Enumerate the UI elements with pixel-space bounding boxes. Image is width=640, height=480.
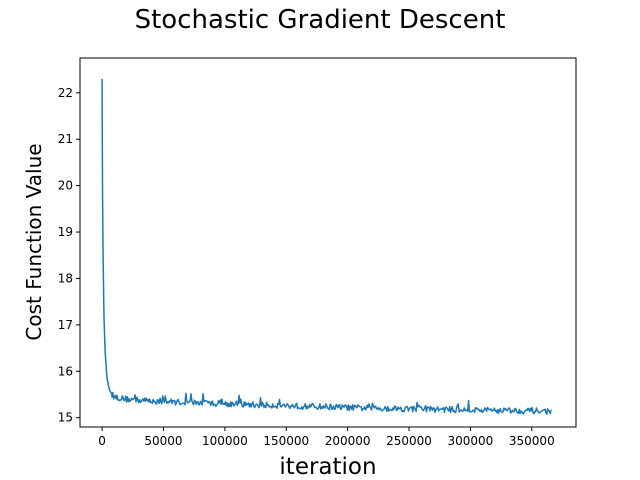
plot-layer bbox=[101, 78, 552, 415]
y-tick-label: 22 bbox=[58, 86, 73, 100]
x-tick-label: 100000 bbox=[202, 434, 248, 448]
x-ticks: 0 50000 100000 150000 200000 250000 300000 3500… bbox=[98, 427, 555, 448]
y-tick-label: 17 bbox=[58, 318, 73, 332]
axes-frame bbox=[79, 57, 577, 428]
x-tick-label: 250000 bbox=[386, 434, 432, 448]
x-tick-label: 150000 bbox=[263, 434, 309, 448]
y-axis-label: Cost Function Value bbox=[22, 143, 46, 340]
x-tick-label: 300000 bbox=[448, 434, 494, 448]
y-tick-label: 19 bbox=[58, 225, 73, 239]
x-tick-label: 200000 bbox=[325, 434, 371, 448]
series-line bbox=[101, 78, 552, 415]
chart-title: Stochastic Gradient Descent bbox=[134, 5, 506, 35]
y-tick-label: 21 bbox=[58, 132, 73, 146]
y-tick-label: 20 bbox=[58, 179, 73, 193]
y-tick-label: 18 bbox=[58, 271, 73, 285]
x-tick-label: 50000 bbox=[144, 434, 182, 448]
x-tick-label: 0 bbox=[98, 434, 106, 448]
y-ticks: 15 16 17 18 19 20 21 22 bbox=[58, 86, 80, 425]
x-axis-label: iteration bbox=[279, 454, 376, 480]
y-tick-label: 15 bbox=[58, 411, 73, 425]
y-tick-label: 16 bbox=[58, 364, 73, 378]
x-tick-label: 350000 bbox=[509, 434, 555, 448]
